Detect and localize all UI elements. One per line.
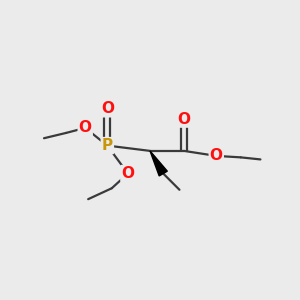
- Text: O: O: [122, 166, 134, 181]
- Polygon shape: [150, 151, 167, 176]
- Text: O: O: [79, 120, 92, 135]
- Text: O: O: [101, 101, 114, 116]
- Text: O: O: [210, 148, 223, 164]
- Text: O: O: [177, 112, 190, 127]
- Text: P: P: [102, 138, 113, 153]
